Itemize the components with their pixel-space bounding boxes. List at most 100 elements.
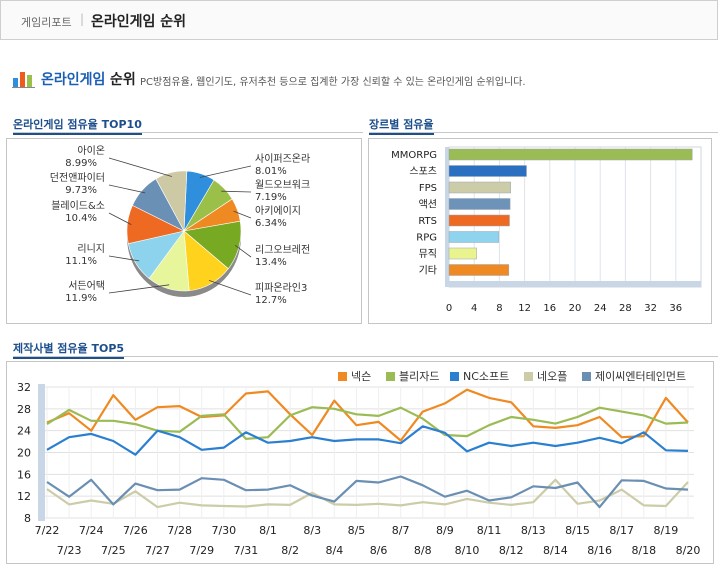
bar-axis-strip [449, 281, 701, 287]
bar-x-tick-label: 20 [569, 303, 582, 314]
pie-slice-value: 9.73% [65, 185, 97, 196]
series-line-1 [46, 388, 689, 442]
genre-bar [448, 231, 500, 243]
pie-leader-line [108, 157, 172, 177]
line-x-tick-label: 8/18 [631, 544, 656, 557]
pie-slice [155, 170, 188, 233]
line-x-tick-label: 7/29 [189, 544, 214, 557]
pie-slice-label: 사이퍼즈온라 [255, 153, 310, 165]
line-x-tick-label: 8/1 [259, 524, 277, 537]
bar-x-tick-label: 32 [644, 303, 657, 314]
series-line-4 [46, 478, 689, 509]
line-x-tick-label: 8/15 [565, 524, 590, 537]
pie-leader-line [221, 190, 252, 193]
genre-bar [448, 181, 511, 194]
pie-slice-label: 월드오브워크 [255, 178, 310, 191]
pie-leader-line [208, 280, 252, 296]
pie-slice-value: 12.7% [255, 295, 287, 306]
legend-item[interactable]: 넥슨 [338, 368, 371, 384]
legend-item[interactable]: 제이씨엔터테인먼트 [582, 368, 686, 384]
genre-bar [448, 165, 527, 177]
bar-x-tick-label: 4 [471, 303, 477, 314]
bar-category-label: 뮤직 [419, 248, 437, 260]
line-x-tick-label: 7/26 [123, 524, 148, 537]
line-y-tick-label: 20 [17, 447, 31, 460]
bar-category-label: MMORPG [391, 150, 437, 161]
bar-category-label: RPG [416, 233, 437, 244]
series-line-5 [46, 475, 689, 509]
bar-x-tick-label: 36 [669, 303, 682, 314]
line-x-tick-label: 8/16 [587, 544, 612, 557]
genre-bar [448, 214, 510, 227]
pie-slice-label: 던전앤파이터 [50, 172, 105, 184]
pie-leader-line [233, 210, 252, 219]
line-y-tick-label: 8 [24, 512, 31, 525]
bar-category-label: FPS [419, 183, 437, 194]
legend-item[interactable]: NC소프트 [450, 368, 509, 384]
line-x-tick-label: 8/14 [543, 544, 568, 557]
line-x-tick-label: 7/28 [167, 524, 192, 537]
line-x-tick-label: 7/23 [57, 544, 82, 557]
bar-x-tick-label: 0 [446, 303, 452, 314]
bar-category-label: 스포츠 [409, 166, 437, 178]
genre-bar [448, 247, 477, 260]
genre-bar [448, 264, 510, 276]
line-x-tick-label: 8/19 [654, 524, 679, 537]
line-x-tick-label: 7/27 [145, 544, 170, 557]
bar-axis-strip [445, 147, 449, 287]
line-x-tick-label: 8/3 [303, 524, 321, 537]
genre-bar-panel: MMORPG 스포츠 FPS 액션 RTS RPG 뮤직 기타 0 4 8 12 16 20 24 28 32 3… [368, 138, 712, 324]
pie-leader-line [108, 255, 140, 262]
line-x-tick-label: 8/7 [392, 524, 410, 537]
pie-slice-label: 리그오브레전 [255, 244, 310, 256]
bar-x-tick-label: 12 [518, 303, 531, 314]
legend-swatch [386, 372, 395, 381]
pie-slice-label: 블레이드&소 [51, 200, 105, 212]
legend-swatch [524, 372, 533, 381]
pie-slice-label: 아이온 [77, 145, 105, 157]
divider [13, 132, 363, 133]
legend-label: 네오플 [537, 370, 568, 383]
bar-category-label: 기타 [419, 265, 437, 277]
pie-slice-value: 13.4% [255, 257, 287, 268]
pie-slice-value: 8.01% [255, 166, 287, 177]
legend-item[interactable]: 블리자드 [386, 368, 439, 384]
bar-category-label: 액션 [419, 199, 437, 211]
pie-slice-value: 8.99% [65, 158, 97, 169]
publisher-section-title: 제작사별 점유율 TOP5 [13, 340, 125, 359]
line-y-tick-label: 32 [17, 381, 31, 394]
line-x-tick-label: 8/17 [609, 524, 634, 537]
line-x-tick-label: 8/4 [325, 544, 343, 557]
pie-slice-label: 서든어택 [68, 280, 105, 292]
genre-section-title: 장르별 점유율 [369, 116, 434, 135]
line-x-tick-label: 8/8 [414, 544, 432, 557]
top10-section-title: 온라인게임 점유율 TOP10 [13, 116, 142, 135]
series-line-2 [46, 406, 689, 441]
bar-x-tick-label: 16 [543, 303, 556, 314]
line-x-tick-label: 7/24 [79, 524, 104, 537]
legend-item[interactable]: 네오플 [524, 368, 567, 384]
pie-leader-line [234, 244, 252, 258]
legend-label: 넥슨 [351, 370, 372, 383]
line-chart-panel: 8 12 16 20 24 28 32 7/22 7/24 7/26 7/28 7/30 8/1 8/3 8… [6, 361, 714, 564]
series-line-3 [46, 425, 689, 456]
top-bar: 게임리포트 | 온라인게임 순위 [0, 0, 718, 40]
breadcrumb[interactable]: 게임리포트 [21, 16, 72, 29]
bar-chart-icon [12, 72, 35, 88]
pie-chart-panel: 사이퍼즈온라 8.01% 월드오브워크 7.19% 아키에이지 6.34% 리그오브레전 13… [6, 138, 362, 324]
bar-x-tick-label: 8 [496, 303, 502, 314]
pie-slice-value: 11.9% [65, 293, 97, 304]
publisher-line-chart: 8 12 16 20 24 28 32 7/22 7/24 7/26 7/28 7/30 8/1 8/3 8… [17, 381, 701, 557]
line-x-tick-label: 8/6 [370, 544, 388, 557]
line-y-tick-label: 24 [17, 425, 31, 438]
line-y-tick-label: 16 [17, 468, 31, 481]
line-x-tick-label: 8/11 [477, 524, 502, 537]
line-x-tick-label: 8/10 [455, 544, 480, 557]
legend-label: 제이씨엔터테인먼트 [595, 370, 687, 383]
line-x-tick-label: 8/5 [348, 524, 366, 537]
section-heading-sub: 순위 [110, 72, 136, 88]
line-x-tick-label: 8/20 [676, 544, 701, 557]
divider [13, 356, 718, 357]
genre-bar [448, 148, 693, 161]
